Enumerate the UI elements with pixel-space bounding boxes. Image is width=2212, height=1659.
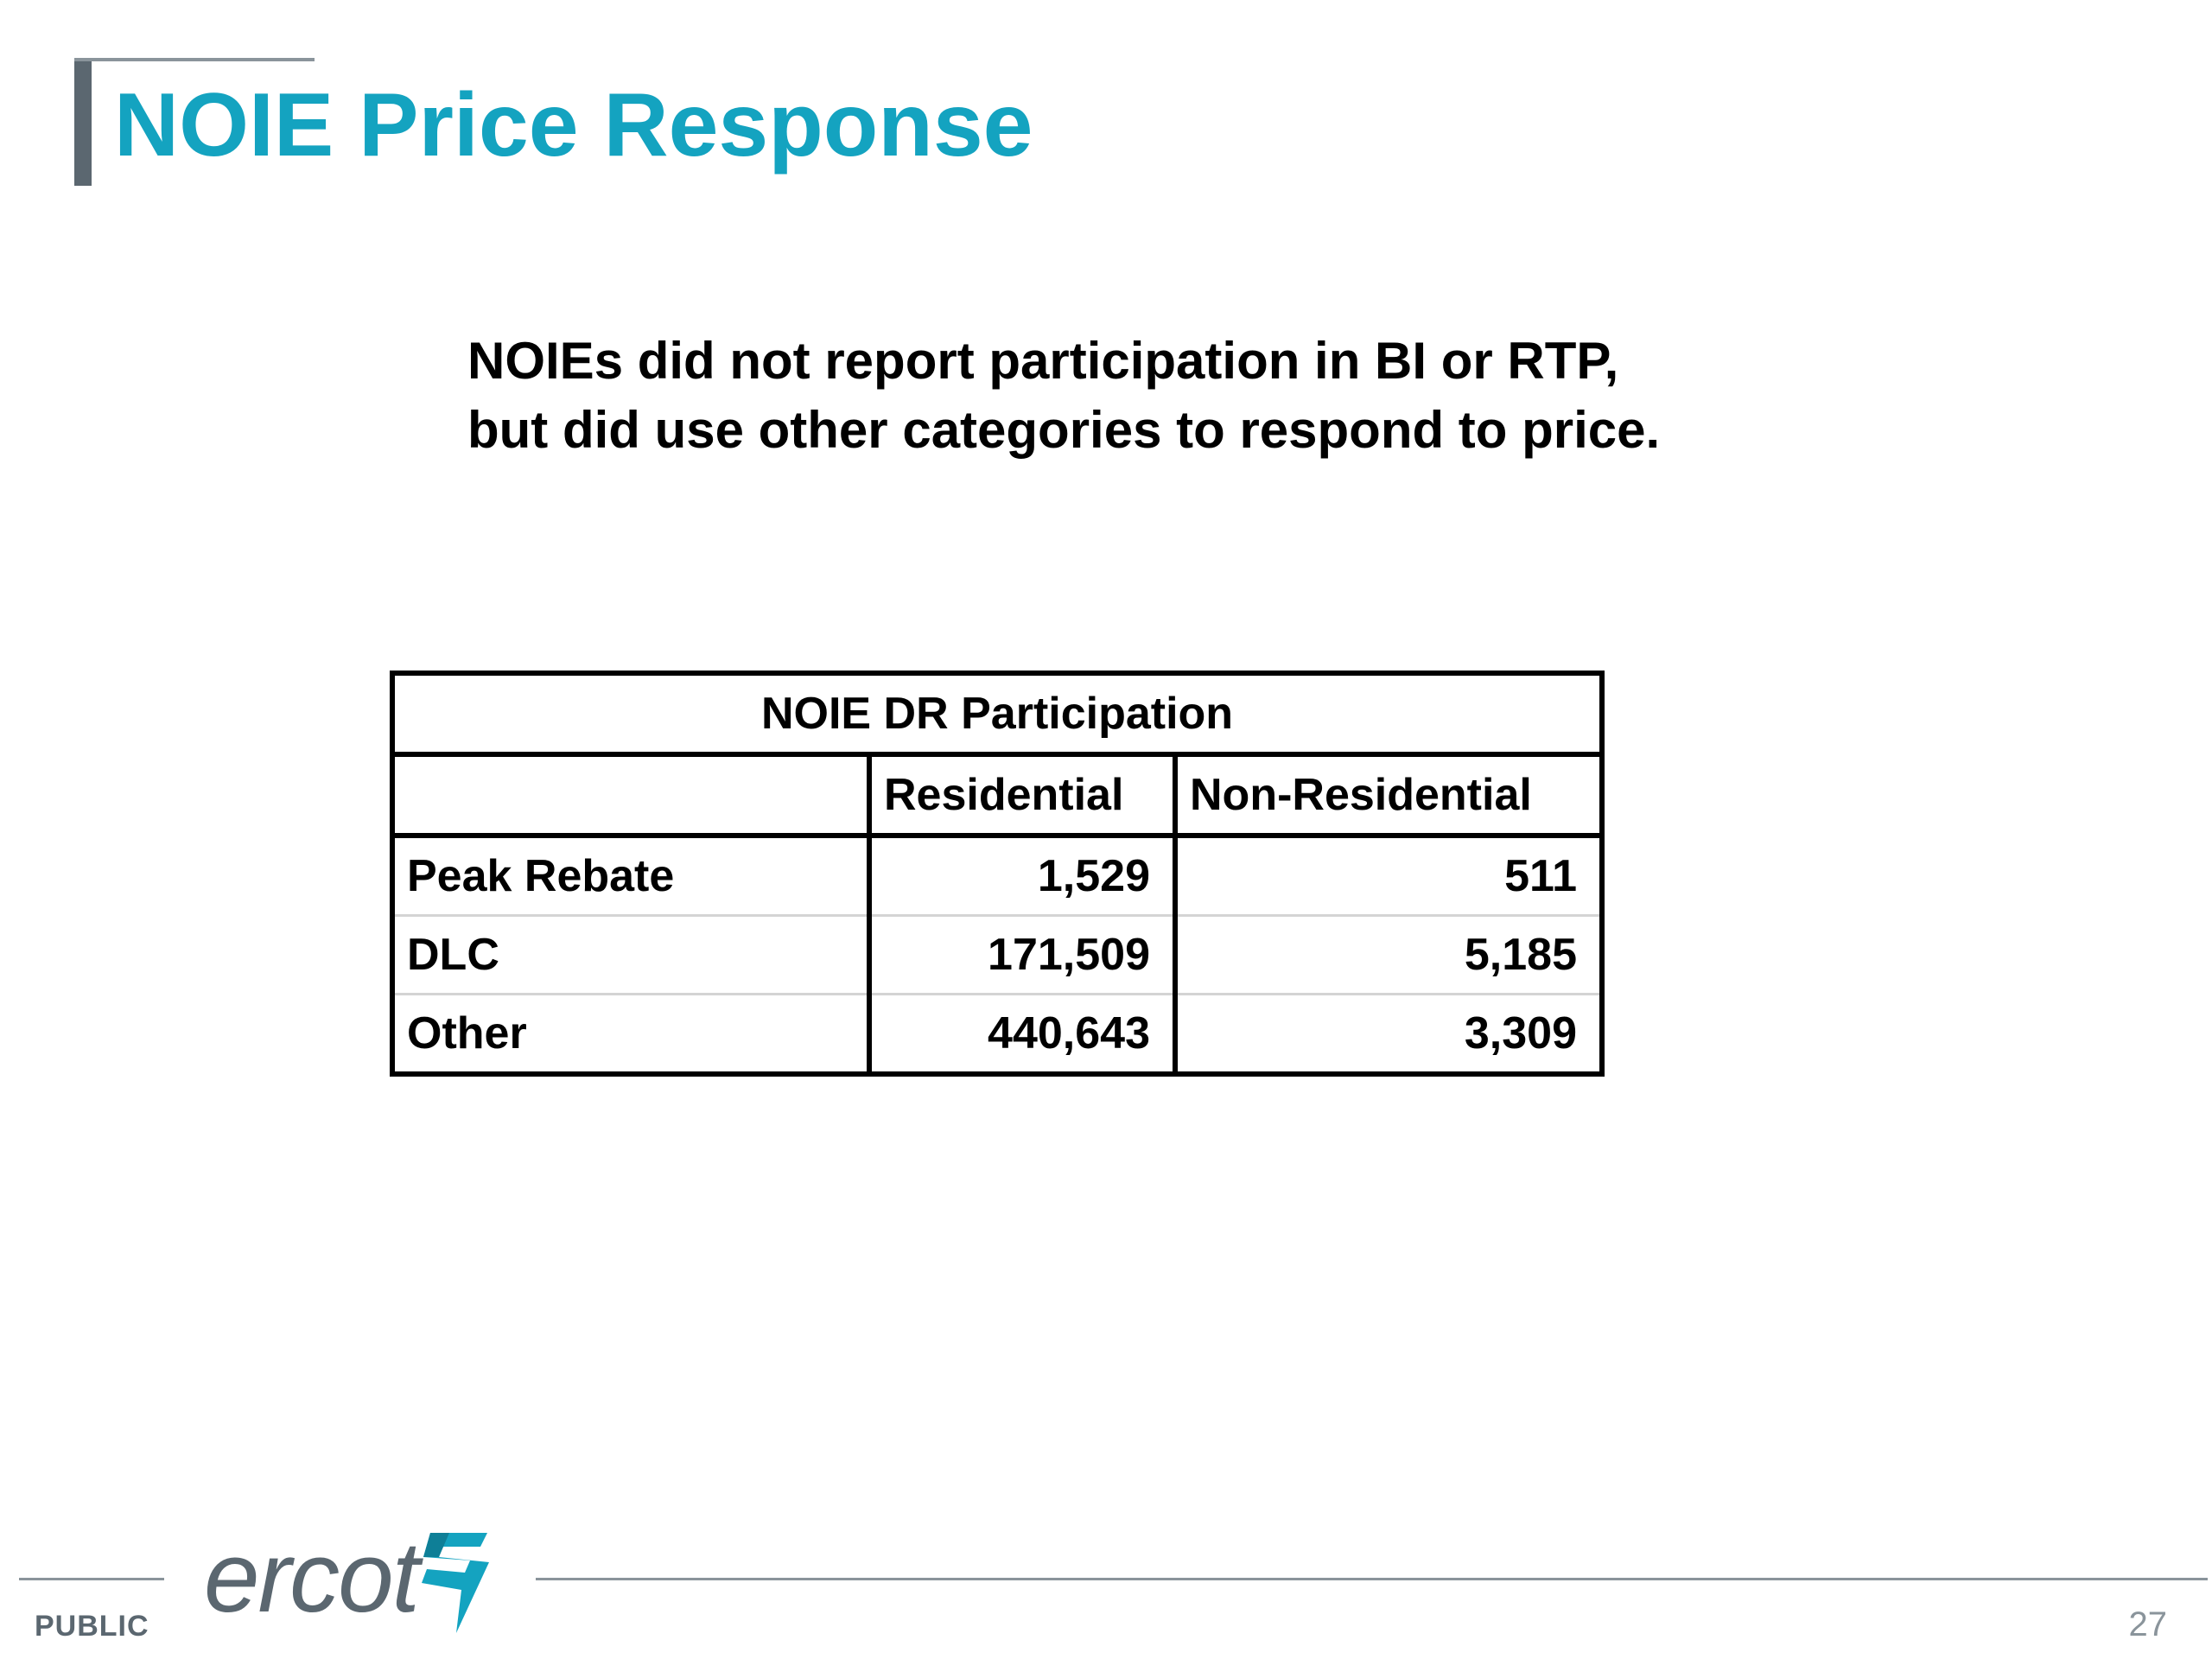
table-header-row: Residential Non-Residential [390,752,1605,838]
non-residential-value: 5,185 [1172,914,1605,995]
residential-value: 1,529 [867,836,1178,916]
column-header-non-residential: Non-Residential [1172,752,1605,838]
ercot-logo: ercot [204,1521,498,1633]
column-header-blank [390,752,872,838]
subtitle-line-1: NOIEs did not report participation in BI… [467,332,1619,390]
slide-subtitle: NOIEs did not report participation in BI… [467,327,1660,465]
subtitle-line-2: but did use other categories to respond … [467,401,1661,459]
classification-label: PUBLIC [35,1610,149,1643]
residential-value: 171,509 [867,914,1178,995]
noie-dr-participation-table: NOIE DR Participation Residential Non-Re… [389,671,1605,1077]
footer-rule-left [19,1578,164,1580]
table-caption-row: NOIE DR Participation [389,671,1605,757]
table-caption: NOIE DR Participation [389,671,1605,757]
table-row: Other 440,643 3,309 [390,993,1605,1077]
slide-title: NOIE Price Response [114,75,1033,175]
non-residential-value: 3,309 [1172,993,1605,1077]
row-label: DLC [390,914,872,995]
row-label: Other [390,993,872,1077]
column-header-residential: Residential [867,752,1178,838]
row-label: Peak Rebate [390,836,872,916]
table-row: DLC 171,509 5,185 [390,914,1605,995]
logo-wordmark: ercot [204,1521,420,1633]
title-accent-rule [74,58,315,61]
page-number: 27 [2128,1605,2168,1643]
non-residential-value: 511 [1172,836,1605,916]
footer-rule-right [536,1578,2208,1580]
ercot-lightning-icon [422,1533,489,1633]
table-row: Peak Rebate 1,529 511 [390,836,1605,916]
title-accent-bar [74,58,92,186]
residential-value: 440,643 [867,993,1178,1077]
